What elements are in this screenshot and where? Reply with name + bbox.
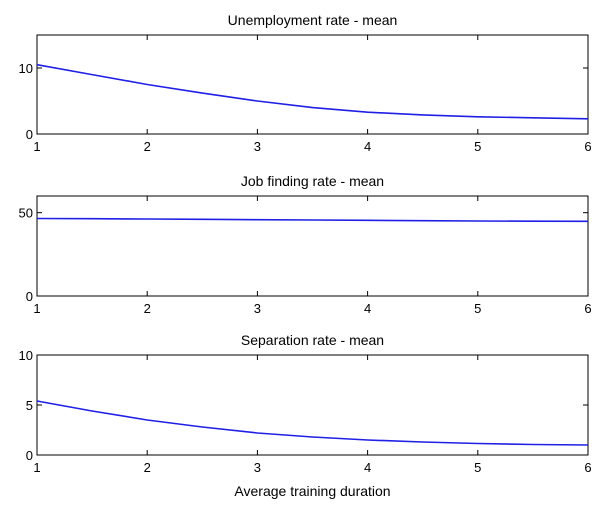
x-tick-label: 4 — [364, 301, 371, 316]
chart-title-1: Unemployment rate - mean — [228, 12, 398, 28]
y-tick-label: 0 — [26, 448, 33, 463]
y-tick-label: 0 — [26, 127, 33, 142]
x-tick-label: 5 — [474, 139, 481, 154]
y-tick-label: 0 — [26, 289, 33, 304]
plot-area-3 — [36, 354, 589, 456]
x-tick-label: 5 — [474, 301, 481, 316]
series-line-3 — [36, 400, 589, 446]
subplot-2: Job finding rate - mean 1 2 3 4 5 6 0 50 — [19, 173, 592, 316]
x-tick-label: 1 — [33, 139, 40, 154]
x-tick-label: 1 — [33, 460, 40, 475]
x-tick-label: 2 — [144, 301, 151, 316]
x-tick-label: 4 — [364, 460, 371, 475]
y-tick-label: 5 — [26, 398, 33, 413]
x-tick-label: 3 — [254, 139, 261, 154]
series-line-2 — [36, 217, 589, 223]
x-tick-label: 6 — [584, 139, 591, 154]
x-tick-label: 5 — [474, 460, 481, 475]
x-tick-label: 2 — [144, 139, 151, 154]
subplot-1: Unemployment rate - mean 1 2 3 4 5 6 0 10 — [19, 12, 592, 154]
plot-area-1 — [36, 34, 589, 135]
chart-title-2: Job finding rate - mean — [241, 173, 384, 189]
x-tick-label: 1 — [33, 301, 40, 316]
x-tick-label: 6 — [584, 460, 591, 475]
series-line-1 — [36, 63, 589, 120]
chart-title-3: Separation rate - mean — [241, 332, 384, 348]
y-tick-label: 50 — [19, 206, 33, 221]
x-tick-label: 3 — [254, 301, 261, 316]
plot-area-2 — [36, 195, 589, 297]
subplot-3: Separation rate - mean 1 2 3 4 5 6 0 5 10 Average … — [19, 332, 592, 499]
y-tick-label: 10 — [19, 348, 33, 363]
y-tick-label: 10 — [19, 61, 33, 76]
x-tick-label: 6 — [584, 301, 591, 316]
x-tick-label: 4 — [364, 139, 371, 154]
x-tick-label: 3 — [254, 460, 261, 475]
x-axis-label: Average training duration — [234, 483, 390, 499]
x-tick-label: 2 — [144, 460, 151, 475]
